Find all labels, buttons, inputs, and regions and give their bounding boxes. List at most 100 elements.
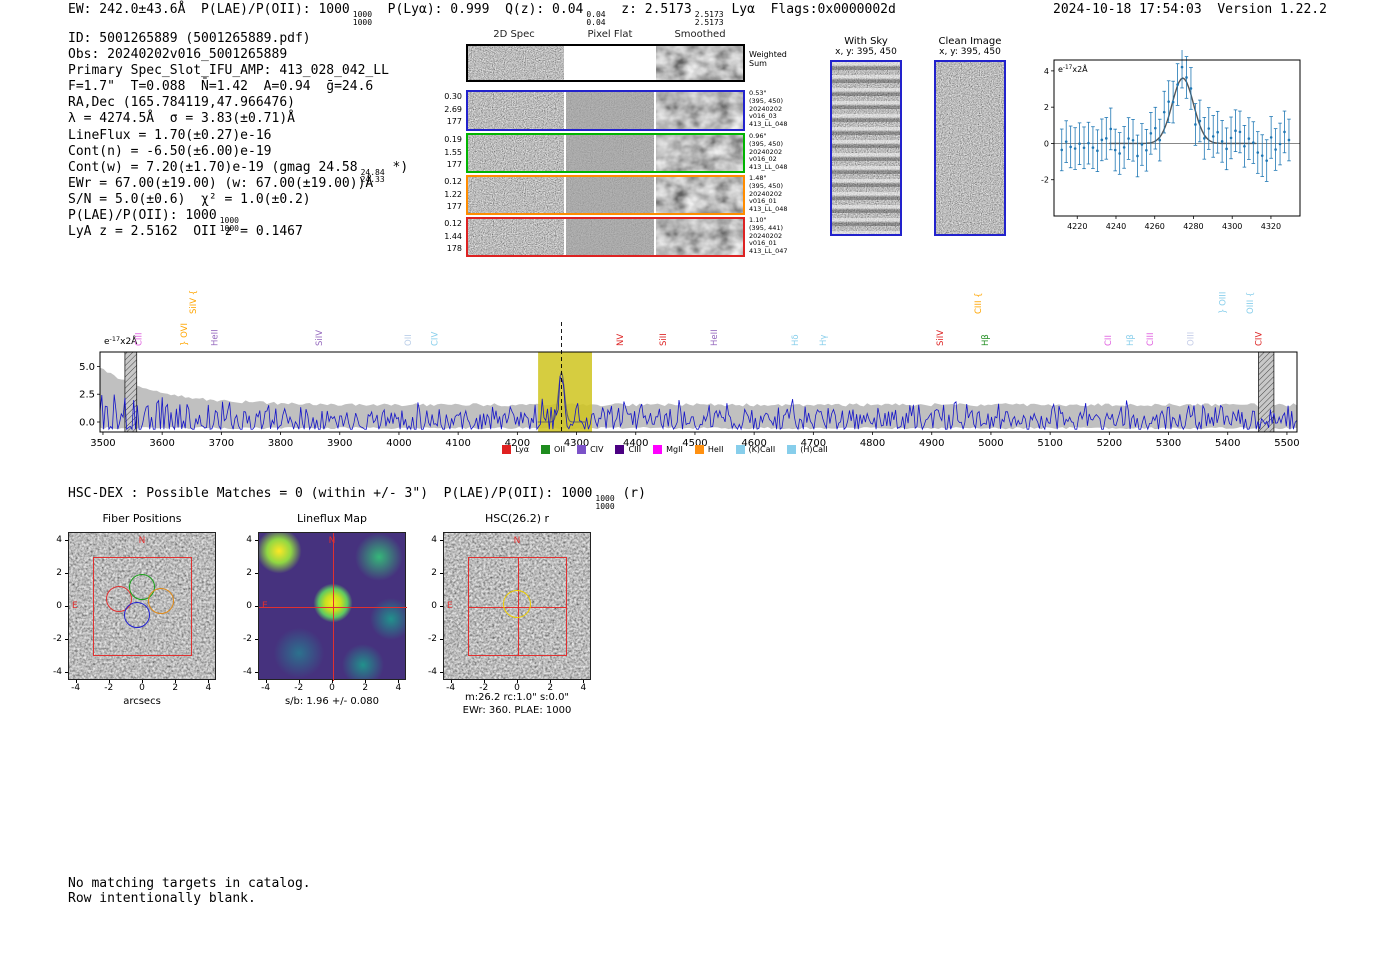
hsc-xlabel-1: m:26.2 rc:1.0" s:0.0" (464, 692, 570, 703)
data-point (1131, 138, 1135, 142)
data-point (1194, 123, 1197, 126)
data-point (1238, 130, 1242, 134)
legend-swatch (694, 445, 704, 454)
stacked-fraction: 1000 1000 (352, 10, 373, 27)
emission-line-label: Hβ (1126, 334, 1136, 346)
x-tick-mark (550, 680, 552, 683)
data-point (1069, 145, 1072, 149)
x-tick-label: 4260 (1145, 222, 1165, 231)
fiber-circle-red (106, 586, 132, 612)
emission-line-label: SiIV { (189, 290, 199, 314)
data-point (1171, 100, 1175, 104)
col-title-smoothed: Smoothed (674, 29, 726, 40)
x-tick-label: 3500 (90, 438, 115, 449)
data-point (1078, 142, 1081, 146)
x-tick-label: 5500 (1274, 438, 1299, 449)
x-tick-label: 4 (580, 683, 587, 693)
spectrum-units-label: e-17x2Å (104, 335, 138, 347)
weighted-sum-line2: Sum (749, 59, 767, 68)
emission-line-label: HeII (710, 329, 720, 346)
smoothed-image (656, 92, 743, 129)
data-point (1252, 141, 1255, 144)
x-tick-mark (365, 680, 367, 683)
x-tick-label: -4 (71, 683, 81, 693)
header-summary: EW: 242.0±43.6Å P(LAE)/P(OII): 1000 1000 1… (68, 2, 896, 27)
y-tick-label: 4 (1044, 67, 1049, 76)
x-tick-label: 4240 (1106, 222, 1126, 231)
y-tick-label: -4 (53, 667, 62, 678)
x-tick-mark (208, 680, 210, 683)
legend-item: CIII (615, 445, 641, 454)
y-tick-mark (440, 639, 443, 641)
emission-line-label: Hγ (819, 335, 829, 346)
x-tick-label: 0 (514, 683, 520, 693)
emission-line-label: Hδ (791, 334, 801, 346)
emission-line-label: } OVI (180, 323, 190, 346)
data-point (1189, 87, 1193, 90)
spec2d-image (468, 135, 564, 171)
clean-image (934, 60, 1006, 236)
cutout-row-4 (466, 217, 745, 257)
data-point (1064, 140, 1068, 143)
data-point (1113, 148, 1117, 152)
clean-image-title: Clean Image (938, 36, 1002, 47)
y-tick-label: 2 (246, 567, 252, 578)
line-fit-inset-chart: 4220 4240 4260 4280 4300 4320 -2 0 2 4 e-17x2Å (1041, 50, 1301, 231)
y-tick-label: 4 (246, 534, 252, 545)
x-tick-mark (332, 680, 333, 683)
x-tick-label: 2 (362, 683, 369, 693)
legend-swatch (577, 445, 587, 454)
inset-units-label: e-17x2Å (1058, 63, 1088, 74)
emission-line-label: } OIII (1218, 292, 1228, 314)
data-point (1091, 146, 1095, 149)
row-fiber-meta: 1.48" (395, 450) 20240202 v016_01 413_LL_048 (749, 174, 788, 214)
x-tick-label: -4 (261, 683, 271, 693)
cutout-row-0 (466, 44, 745, 82)
data-point (1096, 149, 1099, 153)
stacked-fraction: 24.84 24.33 (360, 167, 385, 185)
info-line: EWr = 67.00(±19.00) (w: 67.00(±19.00))Å (68, 175, 374, 191)
cutout-row-2 (466, 133, 745, 173)
x-tick-mark (517, 680, 518, 683)
data-point (1211, 135, 1215, 138)
x-tick-label: 5400 (1215, 438, 1240, 449)
y-tick-mark (65, 672, 68, 674)
spectrum-trace (99, 375, 1298, 431)
emission-line-label: Hβ (981, 334, 991, 346)
data-point (1203, 137, 1206, 140)
fiber-cutout-grid: Weighted Sum 0.30 2.69 177 0.53" (395, 450) 2… (440, 44, 810, 264)
clean-image-coords: x, y: 395, 450 (939, 47, 1001, 57)
data-point (1087, 141, 1090, 145)
data-point (1269, 136, 1273, 139)
info-line: Primary Spec_Slot_IFU_AMP: 413_028_042_L… (68, 63, 389, 79)
legend-item: (K)CaII (735, 445, 775, 454)
x-tick-label: -4 (446, 683, 456, 693)
row-fiber-meta: 0.53" (395, 450) 20240202 v016_03 413_LL_048 (749, 89, 788, 129)
x-tick-label: 4 (395, 683, 402, 693)
info-line: ID: 5001265889 (5001265889.pdf) (68, 31, 311, 46)
data-point (1140, 143, 1144, 146)
col-title-pixel-flat: Pixel Flat (587, 29, 633, 40)
smoothed-image (656, 135, 743, 171)
y-tick-label: 4 (431, 534, 437, 545)
lineflux-map-cutout: N E (258, 532, 407, 681)
y-tick-label: 2 (431, 567, 437, 578)
x-tick-label: 5300 (1156, 438, 1181, 449)
footer-line-1: No matching targets in catalog. (68, 876, 311, 891)
gaussian-fit-curve (1109, 77, 1257, 145)
x-tick-label: 2 (172, 683, 179, 693)
data-point (1216, 130, 1219, 134)
y-tick-mark (440, 672, 443, 674)
cutout-row-1 (466, 90, 745, 131)
x-tick-label: 3600 (149, 438, 174, 449)
emission-line-label: OIII (1186, 332, 1196, 346)
info-line: Cont(w) = 7.20(±1.70)e-19 (gmag 24.58 24.… (68, 159, 409, 185)
data-point (1278, 142, 1282, 146)
catalog-match-summary: HSC-DEX : Possible Matches = 0 (within +… (68, 486, 646, 511)
legend-swatch (502, 445, 512, 454)
data-point (1274, 148, 1277, 151)
y-tick-mark (255, 572, 258, 574)
data-point (1287, 138, 1291, 142)
x-tick-label: 4700 (801, 438, 826, 449)
